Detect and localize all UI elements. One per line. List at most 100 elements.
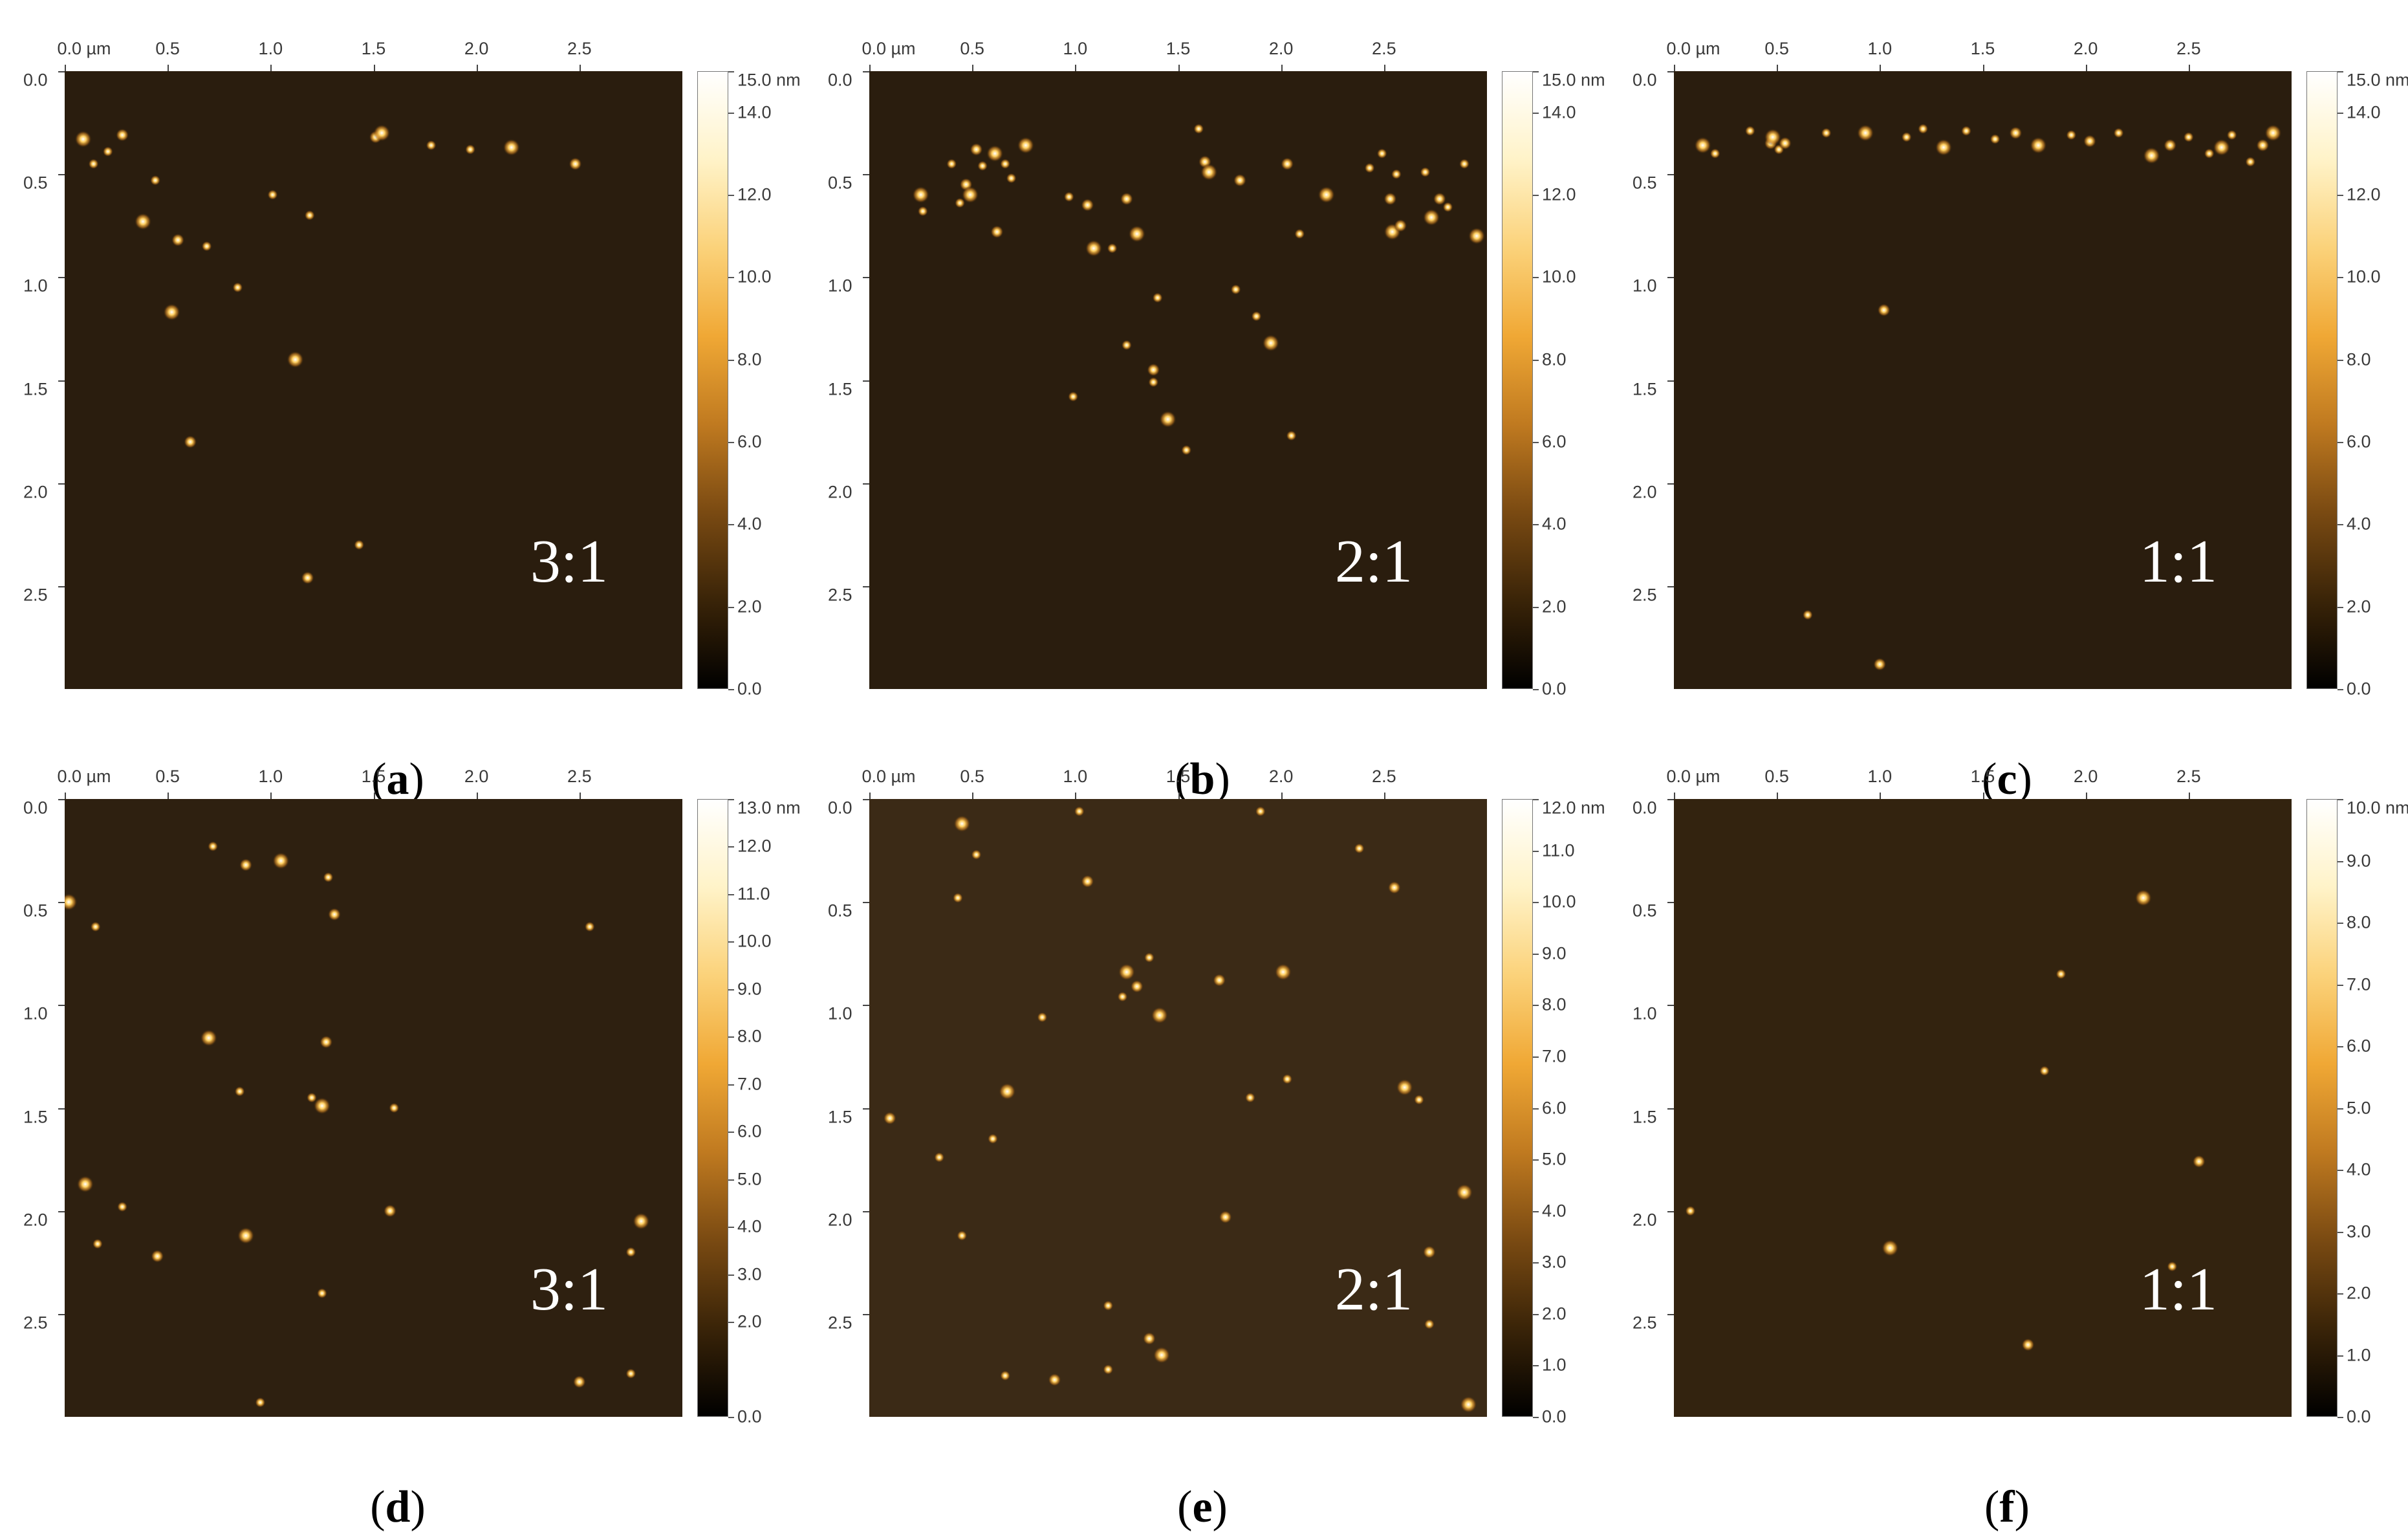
afm-height-map: 3:1 bbox=[65, 71, 682, 689]
colorbar-tick-label: 9.0 bbox=[1542, 943, 1567, 963]
nanoparticle bbox=[1107, 243, 1118, 254]
x-tick-label: 1.0 bbox=[258, 767, 283, 786]
y-tick-label: 2.5 bbox=[1632, 1313, 1657, 1333]
nanoparticle bbox=[934, 1152, 945, 1163]
colorbar-tick-label: 6.0 bbox=[1542, 432, 1567, 452]
nanoparticle bbox=[1006, 173, 1017, 184]
nanoparticle bbox=[1085, 239, 1102, 257]
nanoparticle bbox=[1118, 963, 1135, 981]
colorbar bbox=[1502, 799, 1533, 1417]
panel-letter: d bbox=[385, 1482, 411, 1532]
y-tick-mark bbox=[1667, 1005, 1674, 1007]
nanoparticle bbox=[1144, 952, 1155, 963]
colorbar bbox=[697, 71, 728, 689]
x-tick-label: 1.0 bbox=[1867, 39, 1893, 58]
y-tick-mark bbox=[863, 1005, 869, 1007]
y-tick-label: 1.0 bbox=[23, 1003, 48, 1023]
y-tick-mark bbox=[863, 585, 869, 587]
nanoparticle bbox=[135, 213, 151, 230]
x-tick-mark bbox=[476, 65, 478, 71]
nanoparticle bbox=[1694, 137, 1711, 154]
colorbar-tick-label: 14.0 bbox=[737, 102, 772, 122]
x-tick-label: 0.0 µm bbox=[862, 39, 916, 58]
nanoparticle bbox=[1103, 1364, 1114, 1375]
nanoparticle bbox=[883, 1111, 896, 1125]
colorbar-tick-label: 2.0 bbox=[2347, 1283, 2371, 1303]
nanoparticle bbox=[569, 157, 582, 171]
x-tick-mark bbox=[1777, 65, 1779, 71]
x-tick-mark bbox=[869, 65, 871, 71]
nanoparticle bbox=[1262, 334, 1279, 352]
colorbar-tick-label: 9.0 bbox=[2347, 851, 2371, 870]
y-tick-label: 2.0 bbox=[828, 482, 852, 502]
y-tick-label: 2.5 bbox=[23, 585, 48, 605]
nanoparticle bbox=[1918, 124, 1929, 135]
colorbar-tick-label: 10.0 bbox=[1542, 892, 1576, 912]
y-tick-label: 0.5 bbox=[828, 173, 852, 193]
nanoparticle bbox=[1394, 219, 1407, 232]
nanoparticle bbox=[1074, 806, 1085, 817]
nanoparticle bbox=[1048, 1373, 1061, 1386]
nanoparticle bbox=[2245, 157, 2256, 168]
colorbar-tick-label: 2.0 bbox=[1542, 1304, 1567, 1324]
nanoparticle bbox=[1422, 1245, 1436, 1259]
colorbar-tick-mark bbox=[1533, 1262, 1539, 1264]
panel-caption: (c) bbox=[1982, 754, 2032, 804]
nanoparticle bbox=[255, 1397, 266, 1408]
nanoparticle bbox=[1233, 173, 1246, 187]
colorbar-tick-mark bbox=[2337, 799, 2343, 800]
nanoparticle bbox=[1383, 192, 1397, 206]
nanoparticle bbox=[1376, 148, 1387, 159]
colorbar-tick-mark bbox=[1533, 442, 1539, 443]
colorbar-tick-label: 0.0 bbox=[737, 1406, 762, 1427]
x-tick-label: 1.0 bbox=[1063, 767, 1088, 786]
nanoparticle bbox=[320, 1035, 333, 1049]
nanoparticle bbox=[2183, 131, 2194, 142]
y-tick-label: 1.0 bbox=[1632, 1003, 1657, 1023]
y-tick-mark bbox=[58, 585, 65, 587]
colorbar-tick-label: 6.0 bbox=[2347, 432, 2371, 452]
nanoparticle bbox=[953, 815, 971, 833]
colorbar-tick-label: 0.0 bbox=[1542, 679, 1567, 699]
colorbar-tick-label: 6.0 bbox=[1542, 1098, 1567, 1117]
y-tick-label: 0.5 bbox=[1632, 901, 1657, 921]
nanoparticle bbox=[313, 1097, 331, 1115]
x-tick-mark bbox=[579, 793, 581, 799]
surface-background bbox=[869, 71, 1487, 689]
nanoparticle bbox=[1286, 430, 1297, 441]
afm-image-svg bbox=[1674, 799, 2292, 1417]
nanoparticle bbox=[304, 210, 315, 221]
colorbar-tick-label: 4.0 bbox=[737, 514, 762, 534]
panel-letter: e bbox=[1192, 1482, 1213, 1532]
x-tick-label: 0.0 µm bbox=[1666, 39, 1720, 58]
nanoparticle bbox=[328, 908, 341, 921]
colorbar-tick-label: 12.0 bbox=[737, 836, 772, 856]
nanoparticle bbox=[1882, 1240, 1899, 1256]
nanoparticle bbox=[287, 351, 304, 368]
nanoparticle bbox=[1148, 377, 1159, 388]
colorbar-tick-mark bbox=[728, 1132, 734, 1133]
x-tick-label: 2.0 bbox=[1268, 767, 1294, 786]
colorbar-tick-mark bbox=[728, 1179, 734, 1181]
colorbar-tick-label: 0.0 bbox=[2347, 679, 2371, 699]
colorbar-tick-mark bbox=[1533, 953, 1539, 955]
nanoparticle bbox=[1274, 963, 1292, 981]
x-tick-label: 1.5 bbox=[1970, 39, 1995, 58]
colorbar-tick-label: 1.0 bbox=[2347, 1345, 2371, 1364]
afm-panel-c: 0.0 µm 0.5 1.0 1.5 2.0 2.5 0.0 0.5 1.0 1.5 2.0 2.5 1… bbox=[1609, 0, 2408, 802]
y-tick-label: 2.5 bbox=[1632, 585, 1657, 605]
colorbar-tick-label: 10.0 bbox=[737, 931, 772, 951]
nanoparticle bbox=[1821, 127, 1832, 138]
colorbar-tick-mark bbox=[1533, 359, 1539, 361]
nanoparticle bbox=[1081, 875, 1094, 888]
y-tick-label: 0.5 bbox=[23, 901, 48, 921]
x-tick-mark bbox=[1281, 65, 1283, 71]
nanoparticle bbox=[1000, 159, 1011, 170]
y-tick-label: 2.0 bbox=[1632, 1210, 1657, 1230]
colorbar-tick-label: 1.0 bbox=[1542, 1355, 1567, 1375]
colorbar-tick-mark bbox=[728, 195, 734, 196]
nanoparticle bbox=[1128, 225, 1145, 243]
x-tick-mark bbox=[270, 65, 272, 71]
nanoparticle bbox=[1037, 1012, 1048, 1023]
y-tick-mark bbox=[58, 174, 65, 176]
